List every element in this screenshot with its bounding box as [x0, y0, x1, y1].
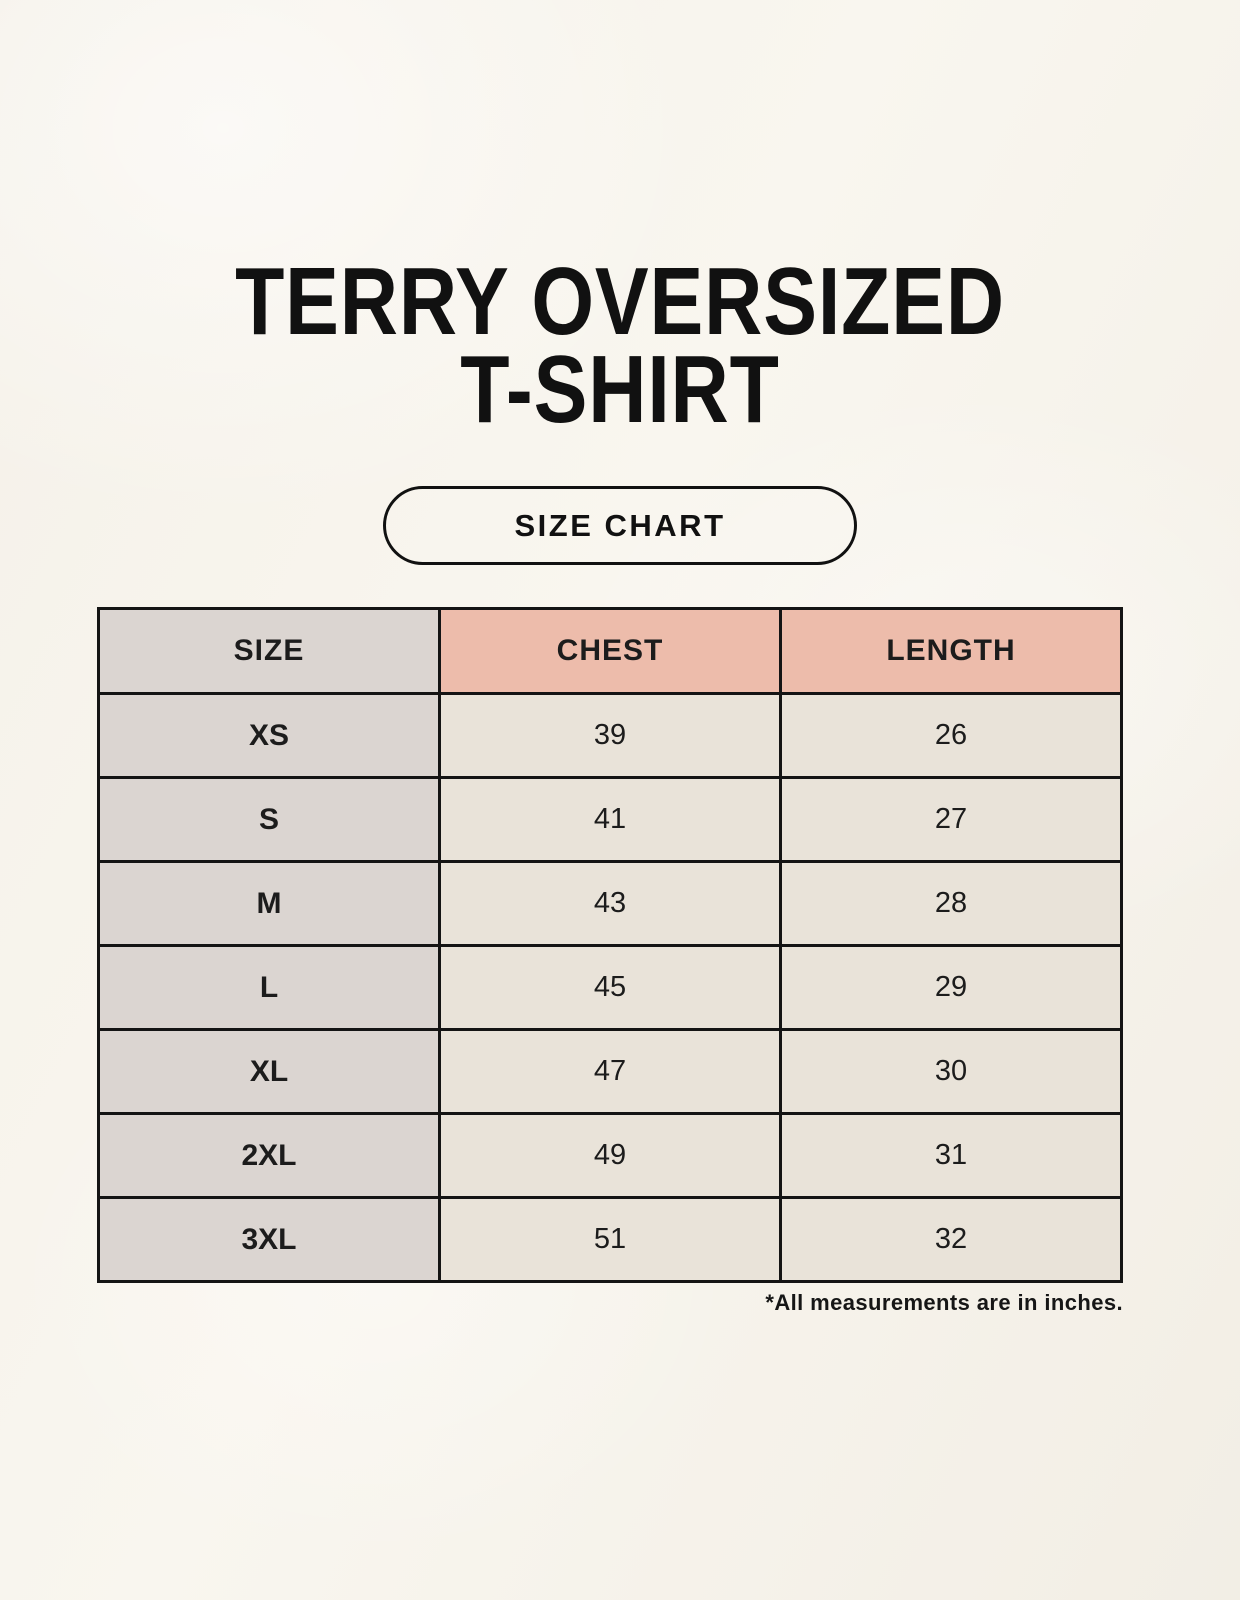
- table-row-m: M 43 28: [97, 860, 1123, 947]
- length-value-cell: 29: [779, 944, 1123, 1031]
- length-value-cell: 31: [779, 1112, 1123, 1199]
- size-cell: XL: [97, 1028, 441, 1115]
- size-cell: L: [97, 944, 441, 1031]
- table-row-2xl: 2XL 49 31: [97, 1112, 1123, 1199]
- size-table: SIZE CHEST LENGTH XS 39 26 S 41 27 M 43 …: [97, 607, 1123, 1283]
- table-row-xs: XS 39 26: [97, 692, 1123, 779]
- chest-value-cell: 45: [438, 944, 782, 1031]
- header-cell-length: LENGTH: [779, 607, 1123, 695]
- size-cell: S: [97, 776, 441, 863]
- measurements-footnote: *All measurements are in inches.: [765, 1290, 1123, 1315]
- length-value-cell: 26: [779, 692, 1123, 779]
- product-title-line1: TERRY OVERSIZED: [235, 248, 1005, 355]
- length-value-cell: 32: [779, 1196, 1123, 1283]
- header-cell-chest: CHEST: [438, 607, 782, 695]
- table-header-row: SIZE CHEST LENGTH: [97, 607, 1123, 695]
- size-cell: M: [97, 860, 441, 947]
- size-cell: 3XL: [97, 1196, 441, 1283]
- chest-value-cell: 43: [438, 860, 782, 947]
- header-cell-size: SIZE: [97, 607, 441, 695]
- table-row-l: L 45 29: [97, 944, 1123, 1031]
- size-chart-button[interactable]: SIZE CHART: [383, 486, 857, 565]
- size-chart-button-label: SIZE CHART: [514, 507, 726, 543]
- chest-value-cell: 41: [438, 776, 782, 863]
- size-cell: XS: [97, 692, 441, 779]
- length-value-cell: 28: [779, 860, 1123, 947]
- product-title-line2: T-SHIRT: [460, 336, 780, 443]
- product-title: TERRY OVERSIZED T-SHIRT: [99, 0, 1141, 443]
- length-value-cell: 30: [779, 1028, 1123, 1115]
- length-value-cell: 27: [779, 776, 1123, 863]
- size-cell: 2XL: [97, 1112, 441, 1199]
- table-row-xl: XL 47 30: [97, 1028, 1123, 1115]
- table-row-s: S 41 27: [97, 776, 1123, 863]
- chest-value-cell: 51: [438, 1196, 782, 1283]
- chest-value-cell: 47: [438, 1028, 782, 1115]
- table-row-3xl: 3XL 51 32: [97, 1196, 1123, 1283]
- chest-value-cell: 49: [438, 1112, 782, 1199]
- chest-value-cell: 39: [438, 692, 782, 779]
